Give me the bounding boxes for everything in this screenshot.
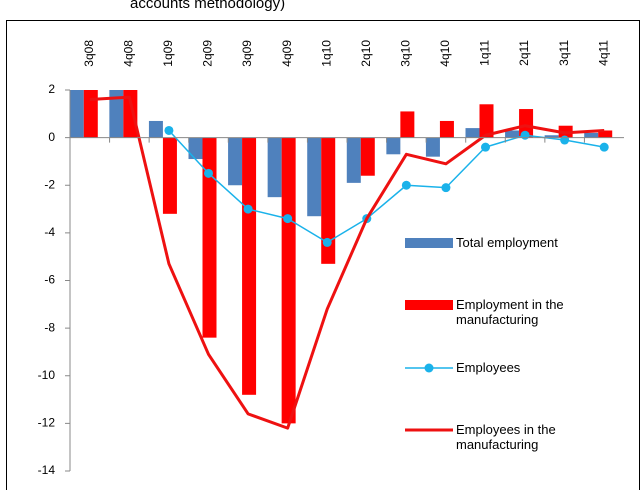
point (283, 214, 293, 224)
bar (505, 130, 520, 138)
point (481, 142, 490, 152)
frame (6, 20, 640, 490)
bar (281, 137, 296, 424)
bar (202, 137, 217, 338)
x-tick-label: 4q09 (280, 40, 294, 67)
bar (267, 137, 282, 198)
bar (425, 137, 440, 157)
line (89, 95, 605, 430)
x-tick-label: 3q10 (399, 40, 413, 67)
bar (162, 137, 177, 214)
x-tick-label: 4q08 (122, 40, 136, 67)
legend-swatch (405, 238, 453, 248)
x-tick-label: 4q11 (596, 40, 610, 66)
plot-area (70, 90, 613, 430)
y-tick-label: -4 (44, 225, 55, 239)
y-tick-label: 2 (48, 82, 55, 96)
x-tick-label: 2q11 (517, 40, 531, 66)
point (243, 204, 253, 214)
point (322, 237, 332, 247)
y-tick-label: -14 (38, 463, 56, 477)
x-tick-label: 4q10 (438, 40, 452, 67)
bar (307, 137, 322, 217)
point (204, 168, 213, 178)
y-tick-label: -2 (44, 177, 55, 191)
bar (519, 109, 534, 138)
legend-label: Employment in the manufacturing (456, 297, 564, 327)
bar (70, 90, 84, 138)
line (168, 129, 605, 244)
bar (544, 135, 559, 138)
bar (228, 137, 243, 186)
chart-title: accounts methodology) (130, 0, 285, 12)
y-tick-label: 0 (48, 130, 55, 144)
x-tick-label: 3q08 (82, 40, 96, 67)
bar (465, 128, 480, 138)
legend-label: Total employment (456, 235, 558, 250)
legend-swatch (405, 300, 453, 310)
point (401, 180, 411, 190)
bar (346, 137, 361, 183)
bar (584, 132, 599, 138)
legend-label: Employees in the manufacturing (456, 422, 556, 452)
bar (598, 130, 613, 138)
point (441, 183, 451, 193)
x-tick-label: 3q09 (240, 40, 254, 67)
x-tick-label: 3q11 (557, 40, 571, 66)
point (560, 135, 570, 145)
point (164, 125, 174, 135)
x-tick-label: 2q10 (359, 40, 373, 67)
x-tick-label: 1q09 (161, 40, 175, 67)
bar (321, 137, 336, 264)
bar (360, 137, 375, 176)
bar (109, 90, 124, 138)
y-tick-label: -10 (38, 368, 56, 382)
x-tick-label: 1q11 (478, 40, 492, 66)
y-tick-label: -12 (38, 416, 56, 430)
bar (188, 137, 203, 160)
point (599, 142, 609, 152)
bar (386, 137, 401, 155)
y-tick-label: -8 (44, 320, 55, 334)
bar (242, 137, 257, 395)
x-tick-label: 1q10 (319, 40, 333, 67)
legend-marker (424, 363, 434, 373)
bar (123, 90, 138, 138)
legend-label: Employees (456, 360, 521, 375)
bar (479, 104, 494, 138)
x-tick-label: 2q09 (201, 40, 215, 67)
y-tick-label: -6 (44, 273, 55, 287)
bar (83, 90, 98, 138)
bar (400, 111, 415, 138)
point (520, 130, 530, 140)
bar (148, 120, 163, 138)
bar (439, 120, 454, 138)
